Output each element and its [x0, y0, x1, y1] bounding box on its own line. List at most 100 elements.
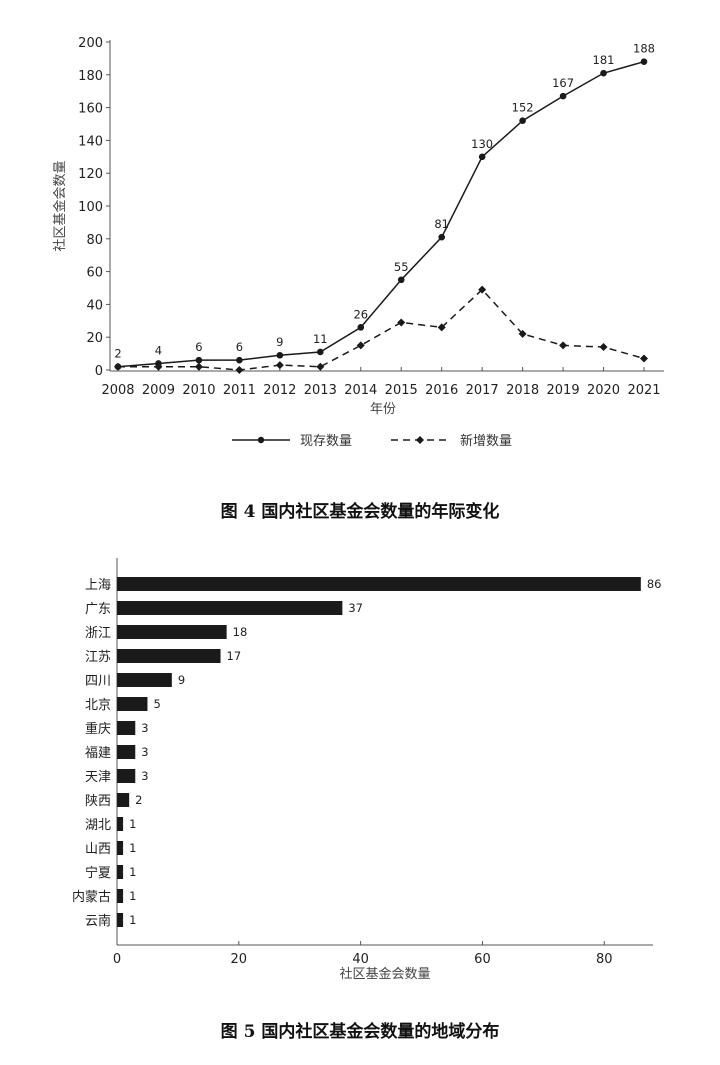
bar — [117, 817, 124, 831]
data-point-existing — [236, 356, 243, 364]
data-point-existing — [478, 153, 486, 161]
x-tick-label: 0 — [113, 952, 121, 967]
x-tick-label: 2014 — [344, 383, 377, 398]
data-label-existing: 130 — [471, 137, 493, 151]
x-tick-label: 2010 — [182, 383, 215, 398]
bar-value-label: 3 — [141, 769, 148, 783]
data-label-existing: 152 — [512, 101, 534, 115]
x-tick-label: 2009 — [142, 383, 175, 398]
data-label-existing: 55 — [394, 260, 409, 274]
bar-value-label: 1 — [129, 913, 136, 927]
y-tick-label: 100 — [78, 200, 103, 215]
bar — [117, 745, 136, 759]
category-label: 上海 — [85, 578, 111, 593]
bar-value-label: 1 — [129, 889, 136, 903]
legend-label-new: 新增数量 — [460, 433, 512, 449]
bar-chart-bars: 上海 86 广东 37 浙江 18 江苏 17 四川 9 北京 5 重庆 3 福建 3 天津 3 陕西 2 湖北 1 山西 1… — [72, 577, 661, 929]
series-line-new — [118, 288, 645, 371]
y-tick-label: 180 — [78, 69, 103, 84]
x-tick-label: 2008 — [101, 383, 134, 398]
category-label: 山西 — [85, 842, 111, 857]
data-point-new — [356, 341, 365, 350]
data-point-existing — [640, 58, 648, 65]
x-tick-label: 2017 — [466, 383, 499, 398]
bar — [117, 649, 221, 663]
line-chart-legend: 现存数量 新增数量 — [232, 433, 512, 449]
figure-4-caption: 图 4 国内社区基金会数量的年际变化 — [221, 501, 500, 522]
category-label: 宁夏 — [85, 865, 111, 881]
data-point-new — [437, 323, 446, 332]
category-label: 重庆 — [85, 721, 111, 737]
bar-value-label: 18 — [233, 625, 248, 639]
x-tick-label: 2020 — [587, 383, 620, 398]
bar-value-label: 1 — [129, 817, 136, 831]
line-chart-series: 2 4 6 6 9 11 26 55 81 130 152 167 181 188 — [114, 42, 655, 374]
bar — [117, 769, 136, 783]
y-tick-label: 20 — [86, 331, 103, 346]
bar-value-label: 37 — [348, 601, 363, 615]
y-tick-label: 60 — [86, 266, 103, 281]
y-tick-label: 40 — [86, 298, 103, 313]
data-point-existing — [559, 92, 567, 100]
bar-value-label: 3 — [141, 745, 148, 759]
y-tick-label: 120 — [78, 167, 103, 182]
data-label-existing: 11 — [313, 332, 328, 346]
bar — [117, 721, 136, 735]
data-label-existing: 4 — [155, 343, 162, 357]
x-tick-label: 2013 — [304, 383, 337, 398]
x-tick-label: 2016 — [425, 383, 458, 398]
data-label-existing: 2 — [114, 347, 121, 361]
data-point-new — [235, 366, 244, 374]
category-label: 云南 — [85, 913, 111, 929]
x-tick-label: 2012 — [263, 383, 296, 398]
x-tick-label: 20 — [231, 952, 248, 967]
x-tick-label: 2011 — [223, 383, 256, 398]
line-chart: 0 20 40 60 80 100 120 140 160 180 200 2008 2009 2010… — [52, 36, 664, 522]
series-line-existing — [117, 60, 645, 368]
data-label-existing: 9 — [276, 335, 283, 349]
y-tick-label: 80 — [86, 233, 103, 248]
category-label: 陕西 — [85, 794, 111, 809]
bar-value-label: 86 — [647, 577, 662, 591]
bar-value-label: 5 — [153, 697, 160, 711]
bar — [117, 697, 148, 711]
data-point-new — [397, 318, 406, 327]
category-label: 四川 — [85, 674, 111, 689]
category-label: 北京 — [85, 698, 111, 713]
data-point-new — [518, 329, 527, 338]
category-label: 湖北 — [85, 818, 111, 833]
data-point-new — [478, 285, 487, 294]
data-point-new — [559, 341, 568, 350]
data-point-existing — [195, 356, 203, 364]
bar — [117, 841, 124, 855]
x-tick-label: 2019 — [547, 383, 580, 398]
x-tick-label: 2015 — [385, 383, 418, 398]
data-label-existing: 181 — [593, 53, 615, 67]
data-point-new — [114, 362, 122, 371]
data-point-existing — [600, 69, 607, 77]
x-tick-label: 2018 — [506, 383, 539, 398]
legend-label-existing: 现存数量 — [300, 434, 352, 449]
bar — [117, 673, 172, 687]
bar — [117, 577, 641, 591]
data-point-existing — [519, 117, 526, 125]
data-point-new — [275, 361, 284, 370]
line-chart-x-ticks: 2008 2009 2010 2011 2012 2013 2014 2015 2016 2017… — [101, 367, 661, 398]
line-chart-y-axis-title: 社区基金会数量 — [52, 160, 68, 251]
bar — [117, 625, 227, 639]
line-chart-y-ticks: 0 20 40 60 80 100 120 140 160 180 200 — [78, 36, 110, 379]
category-label: 福建 — [85, 746, 111, 761]
bar-value-label: 3 — [141, 721, 148, 735]
category-label: 浙江 — [85, 626, 111, 641]
bar-chart-x-ticks: 0 20 40 60 80 — [113, 941, 613, 967]
bar-value-label: 9 — [178, 673, 185, 687]
bar-chart: 上海 86 广东 37 浙江 18 江苏 17 四川 9 北京 5 重庆 3 福建 3 天津 3 陕西 2 湖北 1 山西 1… — [72, 558, 661, 1042]
figure-5-caption: 图 5 国内社区基金会数量的地域分布 — [221, 1021, 500, 1042]
bar-value-label: 2 — [135, 793, 142, 807]
x-tick-label: 80 — [596, 952, 613, 967]
data-point-new — [640, 354, 648, 363]
data-label-existing: 81 — [434, 217, 449, 231]
line-chart-x-axis-title: 年份 — [370, 402, 396, 417]
bar — [117, 601, 343, 615]
legend-marker-existing — [257, 436, 265, 444]
